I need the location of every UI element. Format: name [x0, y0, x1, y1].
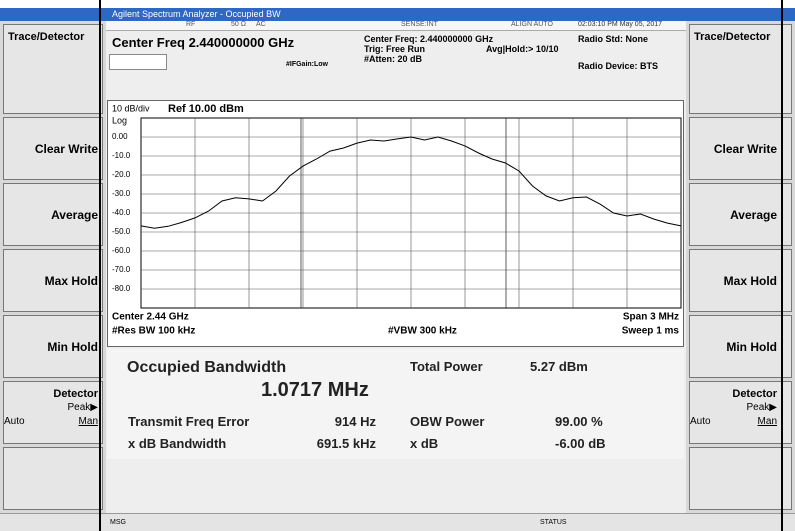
softkey-label: Min Hold: [726, 340, 777, 354]
y-tick-label: -20.0: [112, 170, 131, 179]
detector-value: Peak▶: [67, 402, 98, 413]
softkey[interactable]: [689, 447, 792, 510]
softkey[interactable]: Min Hold: [689, 315, 792, 378]
obw-value: 1.0717 MHz: [261, 379, 369, 401]
xdb-label: x dB: [410, 436, 439, 451]
ifgain: #IFGain:Low: [286, 61, 328, 68]
radio-device: Radio Device: BTS: [578, 61, 659, 71]
span: Span 3 MHz: [623, 312, 679, 323]
avg-hold: Avg|Hold:> 10/10: [486, 44, 559, 54]
softkey[interactable]: Detector Peak▶ Auto Man: [3, 381, 103, 444]
y-tick-label: -60.0: [112, 246, 131, 255]
softkey[interactable]: Detector Peak▶ Auto Man: [689, 381, 792, 444]
softkey-label: Max Hold: [44, 274, 98, 288]
softkey[interactable]: Average: [689, 183, 792, 246]
xdb: -6.00 dB: [555, 436, 606, 451]
y-tick-label: -50.0: [112, 227, 131, 236]
y-tick-label: -40.0: [112, 208, 131, 217]
y-tick-label: -70.0: [112, 265, 131, 274]
detector-label: Detector: [53, 388, 98, 400]
obw-label: Occupied Bandwidth: [127, 359, 287, 376]
y-tick-label: -80.0: [112, 284, 131, 293]
scale-type: Log: [112, 115, 127, 125]
xdb-bw-label: x dB Bandwidth: [128, 436, 227, 451]
datetime: 02:03:10 PM May 05, 2017: [578, 21, 663, 28]
vbw: #VBW 300 kHz: [388, 326, 457, 337]
panel-title: Trace/Detector: [689, 24, 792, 114]
trace: [140, 136, 682, 229]
y-tick-label: -30.0: [112, 189, 131, 198]
divider: [781, 0, 783, 531]
softkey[interactable]: Min Hold: [3, 315, 103, 378]
window-title: Agilent Spectrum Analyzer - Occupied BW: [112, 9, 281, 19]
main-area: RF 50 Ω AC SENSE:INT ALIGN AUTO 02:03:10…: [106, 21, 686, 513]
radio-std: Radio Std: None: [578, 34, 648, 44]
softkey-label: Min Hold: [47, 340, 98, 354]
left-softkey-panel: Trace/Detector Clear Write Average Max Hold…: [0, 21, 106, 513]
coupling: AC: [256, 21, 266, 28]
impedance: 50 Ω: [231, 21, 246, 28]
softkey[interactable]: Average: [3, 183, 103, 246]
detector-auto: Auto: [690, 416, 711, 427]
divider: [99, 0, 101, 531]
status-bar: MSG STATUS: [0, 513, 795, 531]
spectrum-plot: 10 dB/div Ref 10.00 dBm Log Center 2.44 …: [107, 100, 684, 347]
input-box[interactable]: [109, 54, 167, 70]
status-row: RF 50 Ω AC SENSE:INT ALIGN AUTO 02:03:10…: [106, 21, 686, 31]
center: Center 2.44 GHz: [112, 312, 189, 323]
results-panel: Occupied Bandwidth 1.0717 MHz Total Powe…: [107, 349, 684, 459]
total-power-label: Total Power: [410, 359, 483, 374]
softkey-label: Clear Write: [34, 142, 98, 156]
detector-label: Detector: [732, 388, 777, 400]
center-freq: Center Freq 2.440000000 GHz: [112, 35, 295, 50]
total-power: 5.27 dBm: [530, 359, 588, 374]
softkey[interactable]: Clear Write: [689, 117, 792, 180]
atten: #Atten: 20 dB: [364, 54, 423, 64]
title-bar: Agilent Spectrum Analyzer - Occupied BW: [0, 8, 795, 21]
status: STATUS: [540, 519, 567, 526]
y-tick-label: 0.00: [112, 132, 128, 141]
align: ALIGN AUTO: [511, 21, 553, 28]
rf: RF: [186, 21, 196, 28]
softkey-label: Clear Write: [713, 142, 777, 156]
tfe-label: Transmit Freq Error: [128, 414, 250, 429]
softkey[interactable]: Max Hold: [689, 249, 792, 312]
detector-man: Man: [757, 416, 777, 427]
right-softkey-panel: Trace/Detector Clear Write Average Max Hold…: [686, 21, 795, 513]
panel-title-text: Trace/Detector: [694, 31, 771, 43]
obw-power: 99.00 %: [555, 414, 603, 429]
panel-title-text: Trace/Detector: [8, 31, 85, 43]
detector-man: Man: [78, 416, 98, 427]
softkey-label: Max Hold: [723, 274, 777, 288]
sweep: Sweep 1 ms: [622, 326, 680, 337]
sense: SENSE:INT: [401, 21, 438, 28]
res-bw: #Res BW 100 kHz: [112, 326, 195, 337]
panel-title: Trace/Detector: [3, 24, 103, 114]
softkey[interactable]: Clear Write: [3, 117, 103, 180]
detector-value: Peak▶: [746, 402, 777, 413]
trig: Trig: Free Run: [364, 44, 426, 54]
tfe: 914 Hz: [334, 414, 376, 429]
y-tick-label: -10.0: [112, 151, 131, 160]
center-freq-info: Center Freq: 2.440000000 GHz: [364, 34, 494, 44]
softkey-label: Average: [51, 208, 98, 222]
detector-auto: Auto: [4, 416, 25, 427]
obw-power-label: OBW Power: [410, 414, 485, 429]
softkey[interactable]: Max Hold: [3, 249, 103, 312]
softkey-label: Average: [730, 208, 777, 222]
scale: 10 dB/div: [112, 103, 150, 113]
softkey[interactable]: [3, 447, 103, 510]
xdb-bw: 691.5 kHz: [316, 436, 376, 451]
ref-level: Ref 10.00 dBm: [168, 103, 244, 115]
msg: MSG: [110, 519, 126, 526]
